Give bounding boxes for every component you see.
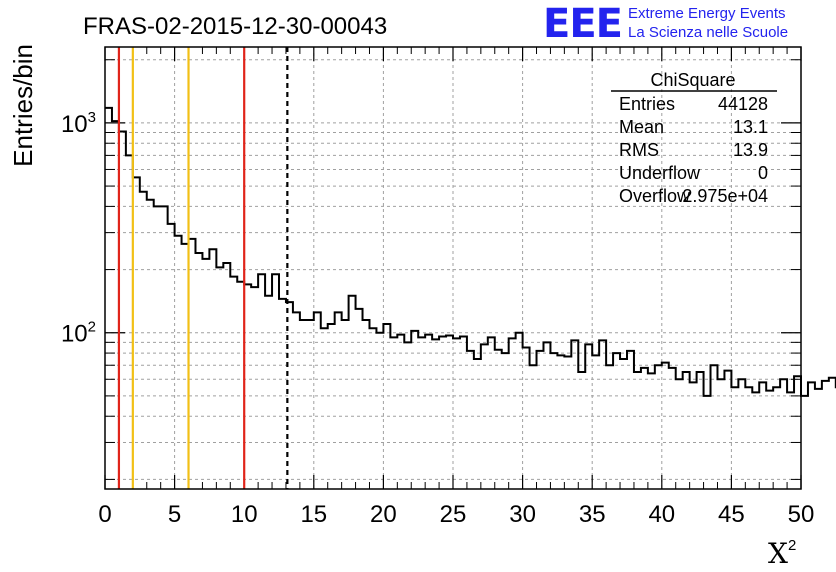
eee-logo-mark: EEE [543,1,623,47]
threshold-lines [117,47,289,489]
stats-label-mean: Mean [619,117,664,137]
stats-label-overflow: Overflow [619,186,691,206]
stats-value-underflow: 0 [758,163,768,183]
x-tick-label: 5 [168,501,181,528]
eee-logo: EEE Extreme Energy Events La Scienza nel… [543,2,788,44]
stats-value-entries: 44128 [718,94,768,114]
x-axis-label: X2 [768,537,796,570]
stats-box: ChiSquare Entries 44128 Mean 13.1 RMS 13… [611,70,777,206]
eee-logo-text: Extreme Energy Events La Scienza nelle S… [628,4,788,42]
chart-title: FRAS-02-2015-12-30-00043 [83,13,387,40]
x-tick-label: 50 [788,501,815,528]
stats-value-rms: 13.9 [733,140,768,160]
grid-lines [105,47,801,489]
stats-label-entries: Entries [619,94,675,114]
x-tick-labels: 0 5 10 15 20 25 30 35 40 45 50 [98,501,814,528]
plot-frame [104,46,802,490]
stats-value-overflow: 2.975e+04 [682,186,768,206]
stats-value-mean: 13.1 [733,117,768,137]
stats-label-rms: RMS [619,140,659,160]
x-axis-label-superscript: 2 [788,537,796,554]
y-tick-label: 102 [61,319,96,348]
x-tick-label: 0 [98,501,111,528]
y-tick-labels: 103 102 [61,109,96,348]
stats-label-underflow: Underflow [619,163,701,183]
x-tick-label: 25 [440,501,467,528]
y-tick-label: 103 [61,109,96,138]
histogram-line [105,106,836,397]
x-tick-label: 35 [579,501,606,528]
x-tick-label: 45 [718,501,745,528]
x-tick-label: 10 [231,501,258,528]
x-tick-label: 15 [300,501,327,528]
eee-logo-line1: Extreme Energy Events [627,5,786,22]
eee-logo-line2: La Scienza nelle Scuole [627,24,789,41]
x-tick-label: 40 [648,501,675,528]
x-tick-label: 20 [370,501,397,528]
x-tick-label: 30 [509,501,536,528]
y-axis-label: Entries/bin [8,44,38,167]
stats-title: ChiSquare [650,70,735,90]
